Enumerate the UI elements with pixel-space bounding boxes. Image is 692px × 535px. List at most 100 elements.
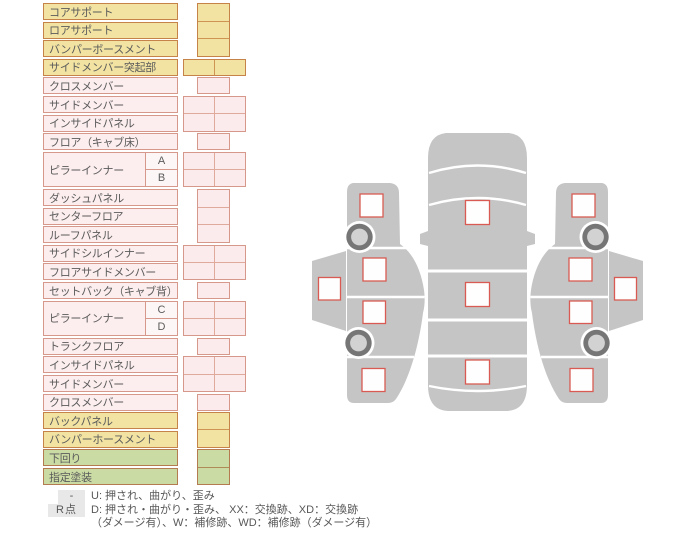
damage-checkbox-left-rear-fender[interactable] [361,367,386,393]
grid-cell[interactable] [184,357,214,373]
grid-cell[interactable] [198,78,229,93]
pillar-sub-label: D [146,317,177,336]
part-row: ルーフパネル [43,226,178,244]
part-label: サイドメンバー [49,378,124,391]
grid-cell[interactable] [214,97,245,114]
grid-cell[interactable] [184,319,214,335]
legend-key-dash: - [58,490,85,504]
part-row: ピラーインナー A B [43,151,178,188]
legend: - U: 押され、曲がり、歪み R点 D: 押され・曲がり・歪み、 XX：交換跡… [48,490,377,531]
part-row: サイドメンバー突起部 [43,58,178,76]
part-row: サイドメンバー [43,96,178,113]
damage-checkbox-right-rear-door[interactable] [568,300,593,325]
damage-checkbox-left-front-fender[interactable] [359,193,384,218]
grid-cell[interactable] [198,39,229,56]
grid-row [184,317,245,336]
grid-block [197,282,230,299]
pillar-sub-label: A [146,152,177,170]
grid-cell[interactable] [214,301,245,318]
grid-row [198,450,229,466]
grid-block [183,356,246,392]
grid-row [198,38,229,56]
grid-row [198,429,229,446]
part-row: インサイドパネル [43,356,178,374]
part-label: ピラーインナー [49,164,124,177]
grid-block [183,244,246,281]
damage-checkbox-hood[interactable] [464,199,491,226]
grid-row [198,78,229,93]
legend-text-d-line1: D: 押され・曲がり・歪み、 XX：交換跡、XD：交換跡 [91,503,359,516]
part-row: クロスメンバー [43,393,178,411]
part-label: ルーフパネル [49,229,113,242]
grid-cell[interactable] [198,225,229,242]
grid-row [198,190,229,207]
grid-row [184,152,245,170]
grid-row [184,97,245,114]
grid-cell[interactable] [184,97,214,113]
grid-row [184,113,245,131]
grid-cell[interactable] [214,374,245,391]
grid-row [198,395,229,410]
grid-row [184,262,245,280]
grid-row [184,245,245,263]
damage-checkbox-right-front-door[interactable] [568,257,593,282]
grid-cell[interactable] [184,153,214,169]
grid-cell[interactable] [184,246,214,262]
grid-cell[interactable] [198,4,229,21]
grid-cell[interactable] [198,468,229,484]
grid-cell[interactable] [214,59,245,75]
grid-cell[interactable] [198,450,229,466]
damage-checkbox-left-front-door[interactable] [362,257,387,282]
grid-cell[interactable] [214,152,245,170]
grid-cell[interactable] [184,263,214,279]
part-label: インサイドパネル [49,359,135,372]
grid-cell[interactable] [198,208,229,225]
grid-block [197,189,230,244]
part-row: バンパーボースメント [43,40,178,58]
grid-block [197,337,230,355]
damage-checkbox-trunk[interactable] [464,359,491,385]
panel-divider [428,196,527,207]
part-label: サイドシルインナー [49,248,146,261]
grid-cell[interactable] [184,114,214,130]
grid-cell[interactable] [198,430,229,446]
damage-checkbox-right-front-fender[interactable] [571,193,596,218]
part-label: フロア（キャブ床） [49,136,146,149]
grid-cell[interactable] [214,170,245,187]
grid-cell[interactable] [198,413,229,429]
grid-row [198,4,229,21]
grid-row [198,466,229,484]
part-label: 指定塗装 [49,471,92,484]
grid-cell[interactable] [198,283,229,298]
grid-cell[interactable] [184,375,214,391]
part-row: 指定塗装 [43,468,178,485]
grid-cell[interactable] [198,134,229,149]
grid-cell[interactable] [198,22,229,39]
grid-cell[interactable] [184,302,214,318]
legend-key-rten: R点 [48,503,85,517]
grid-cell[interactable] [184,170,214,186]
pillar-sub-label: B [146,169,177,187]
grid-cell[interactable] [184,60,214,75]
damage-checkbox-roof[interactable] [464,281,491,308]
damage-checkbox-right-roof[interactable] [613,276,638,301]
part-label: ピラーインナー [49,313,124,326]
grid-cell[interactable] [214,114,245,131]
grid-cell[interactable] [214,263,245,280]
damage-checkbox-left-rear-door[interactable] [362,300,387,325]
grid-cell[interactable] [214,357,245,374]
grid-cell[interactable] [198,190,229,207]
damage-checkbox-right-rear-fender[interactable] [569,367,594,393]
part-label: バンパーホースメント [49,434,156,447]
part-label: コアサポート [49,6,114,19]
grid-cell[interactable] [198,339,229,354]
damage-checkbox-left-roof[interactable] [317,276,342,301]
grid-cell[interactable] [198,395,229,410]
grid-row [198,134,229,149]
grid-cell[interactable] [214,245,245,263]
grid-cell[interactable] [214,318,245,336]
